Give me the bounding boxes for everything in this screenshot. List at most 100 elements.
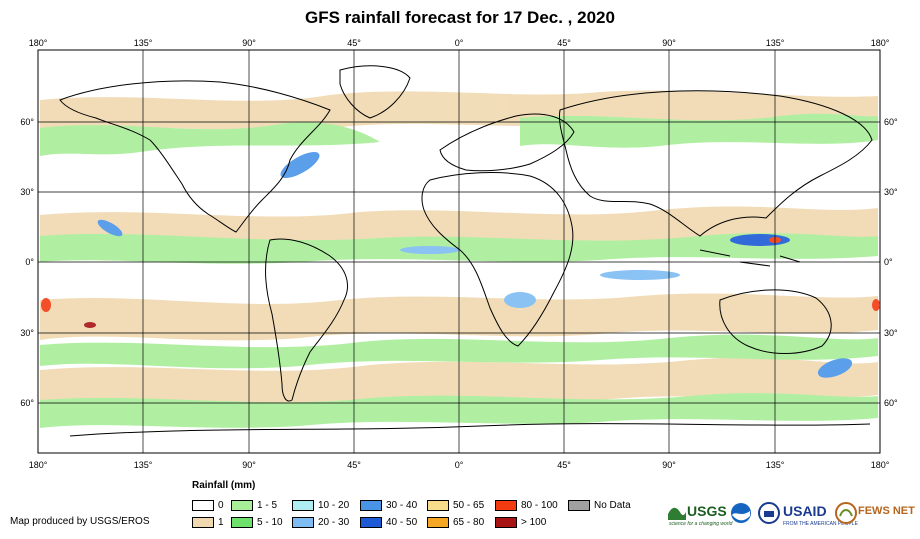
lat-tick: 30° (20, 187, 34, 197)
legend-label: 65 - 80 (453, 517, 485, 528)
lon-tick: 90° (662, 38, 676, 48)
continent-antarctica (69, 423, 871, 437)
legend-swatch (192, 516, 214, 528)
lat-tick: 60° (884, 117, 898, 127)
lon-tick: 135° (134, 460, 153, 470)
legend-swatch (568, 499, 590, 511)
usgs-wave-icon (668, 507, 686, 520)
legend-item: 30 - 40 (360, 499, 417, 512)
rain-band-green (40, 122, 380, 156)
lat-tick: 0° (884, 257, 893, 267)
fews-net-icon (835, 502, 857, 524)
lon-tick: 45° (347, 38, 361, 48)
lat-tick: 30° (20, 328, 34, 338)
legend-swatch (292, 516, 314, 528)
legend-item: 5 - 10 (231, 516, 283, 529)
lat-tick: 60° (20, 117, 34, 127)
continent-asia (559, 90, 873, 237)
lon-tick: 0° (455, 460, 464, 470)
rain-cell-red (84, 322, 96, 328)
continent-south-america (265, 238, 348, 402)
legend-label: 40 - 50 (386, 517, 418, 528)
usgs-tagline: science for a changing world (669, 521, 733, 527)
legend-item: 50 - 65 (427, 499, 484, 512)
legend-swatch (192, 499, 214, 511)
legend-swatch (427, 516, 449, 528)
lat-tick: 0° (25, 257, 34, 267)
lat-tick: 30° (884, 328, 898, 338)
rain-cell-blue (817, 358, 853, 378)
lat-tick: 60° (20, 398, 34, 408)
lon-tick: 135° (766, 38, 785, 48)
legend-title: Rainfall (mm) (192, 480, 256, 491)
map-title: GFS rainfall forecast for 17 Dec. , 2020 (305, 8, 615, 27)
lon-tick: 135° (134, 38, 153, 48)
legend-swatch (231, 516, 253, 528)
lon-ticks-top: 180° 135° 90° 45° 0° 45° 90° 135° 180° (29, 38, 890, 48)
lon-tick: 90° (242, 460, 256, 470)
legend-swatch (495, 499, 517, 511)
legend-label: > 100 (521, 517, 547, 528)
legend-item: No Data (568, 499, 631, 512)
rain-cell-blue (504, 292, 536, 308)
usgs-logo: USGS (687, 503, 727, 519)
legend-label: 80 - 100 (521, 500, 558, 511)
legend-label: 20 - 30 (318, 517, 350, 528)
legend-item: 40 - 50 (360, 516, 417, 529)
legend-swatch (495, 516, 517, 528)
coastlines (59, 65, 873, 437)
legend-swatch (427, 499, 449, 511)
legend-item: > 100 (495, 516, 546, 529)
lon-tick: 180° (871, 38, 890, 48)
legend-item: 10 - 20 (292, 499, 349, 512)
lon-tick: 45° (347, 460, 361, 470)
lon-ticks-bottom: 180° 135° 90° 45° 0° 45° 90° 135° 180° (29, 460, 890, 470)
legend-item: 80 - 100 (495, 499, 558, 512)
legend-item: 65 - 80 (427, 516, 484, 529)
noaa-icon (731, 503, 751, 523)
legend-item: 1 (192, 516, 224, 529)
legend-swatch (231, 499, 253, 511)
lat-tick: 60° (884, 398, 898, 408)
rain-cell-blue (400, 246, 460, 254)
legend-label: 1 - 5 (257, 500, 278, 511)
lon-tick: 180° (29, 38, 48, 48)
rain-cell-blue (280, 152, 320, 178)
graticule (38, 50, 880, 453)
continent-greenland (339, 65, 411, 119)
continent-indonesia (699, 249, 801, 267)
legend-item: 20 - 30 (292, 516, 349, 529)
legend-item: 0 (192, 499, 224, 512)
continent-australia (719, 289, 832, 354)
lon-tick: 45° (557, 460, 571, 470)
rain-cell-red (872, 299, 880, 311)
legend-label: 1 (218, 517, 224, 528)
lon-tick: 0° (455, 38, 464, 48)
usaid-seal-icon (758, 502, 780, 524)
lon-tick: 90° (242, 38, 256, 48)
continent-north-america (59, 80, 331, 233)
partner-logos: USGS science for a changing world USAID … (668, 500, 916, 530)
legend-swatch (360, 499, 382, 511)
lat-ticks-right: 60° 30° 0° 30° 60° (884, 117, 898, 408)
continent-europe (439, 113, 575, 172)
credit-text: Map produced by USGS/EROS (10, 516, 150, 527)
lat-tick: 30° (884, 187, 898, 197)
rain-cell-blue (600, 270, 680, 280)
fews-net-logo: FEWS NET (858, 505, 915, 517)
lon-tick: 90° (662, 460, 676, 470)
lon-tick: 180° (29, 460, 48, 470)
legend-label: No Data (594, 500, 631, 511)
usaid-tagline: FROM THE AMERICAN PEOPLE (783, 521, 858, 527)
usaid-logo: USAID (783, 503, 827, 519)
rain-cell-red (41, 298, 51, 312)
legend-label: 10 - 20 (318, 500, 350, 511)
lon-tick: 135° (766, 460, 785, 470)
legend-item: 1 - 5 (231, 499, 277, 512)
lon-tick: 45° (557, 38, 571, 48)
continent-africa (421, 172, 574, 347)
legend-label: 5 - 10 (257, 517, 283, 528)
legend-label: 50 - 65 (453, 500, 485, 511)
lon-tick: 180° (871, 460, 890, 470)
